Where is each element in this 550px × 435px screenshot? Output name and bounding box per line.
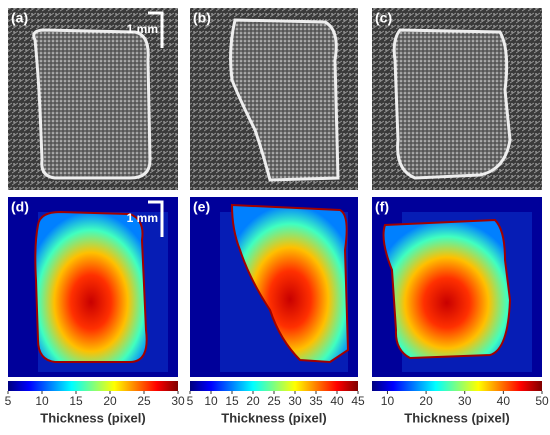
specimen (32, 28, 152, 180)
panel-label: (a) (11, 10, 28, 26)
tick-label: 40 (330, 394, 344, 408)
panel: (e) (190, 197, 358, 377)
colorbar-title: Thickness (pixel) (40, 410, 145, 425)
tick-label: 50 (535, 394, 549, 408)
tick-label: 20 (246, 394, 260, 408)
colorbar-scale (372, 381, 542, 391)
tick-label: 25 (267, 394, 281, 408)
panel-label: (f) (375, 199, 389, 215)
panel-label: (d) (11, 199, 29, 215)
tick-label: 45 (351, 394, 365, 408)
specimen (392, 28, 512, 180)
tick-label: 30 (171, 394, 185, 408)
tick-label: 15 (69, 394, 83, 408)
tick-label: 35 (309, 394, 323, 408)
specimen (229, 18, 340, 182)
scale-bar (148, 200, 164, 237)
tick-label: 5 (5, 394, 12, 408)
colorbar: 5 10 15 20 25 30 Thickness (pixel) (5, 381, 185, 425)
tick-label: 5 (187, 394, 194, 408)
thickness-map (230, 203, 350, 364)
panel-label: (b) (193, 10, 211, 26)
tick-label: 15 (225, 394, 239, 408)
colorbar-title: Thickness (pixel) (404, 410, 509, 425)
tick-label: 10 (204, 394, 218, 408)
panel: (d) 1 mm (8, 197, 178, 377)
tick-label: 10 (381, 394, 395, 408)
panel: (a) 1 mm (8, 8, 178, 190)
scale-bar-label: 1 mm (127, 211, 158, 225)
colorbar: 5 10 15 20 25 30 35 40 45 Thickness (pixel) (187, 381, 365, 425)
tick-label: 40 (497, 394, 511, 408)
panel-label: (c) (375, 10, 392, 26)
tick-label: 30 (288, 394, 302, 408)
colorbar: 10 20 30 40 50 Thickness (pixel) (372, 381, 549, 425)
tick-label: 30 (458, 394, 472, 408)
tick-label: 10 (35, 394, 49, 408)
colorbar-scale (190, 381, 358, 391)
scale-bar-label: 1 mm (127, 22, 158, 36)
tick-label: 20 (419, 394, 433, 408)
colorbar-scale (8, 381, 178, 391)
panel: (f) (372, 197, 542, 377)
scale-bar (148, 11, 164, 48)
tick-label: 25 (137, 394, 151, 408)
tick-label: 20 (103, 394, 117, 408)
panel: (c) (372, 8, 542, 190)
panel-label: (e) (193, 199, 210, 215)
thickness-map (382, 218, 512, 360)
panel: (b) (190, 8, 358, 190)
colorbar-title: Thickness (pixel) (221, 410, 326, 425)
thickness-map (34, 210, 148, 363)
